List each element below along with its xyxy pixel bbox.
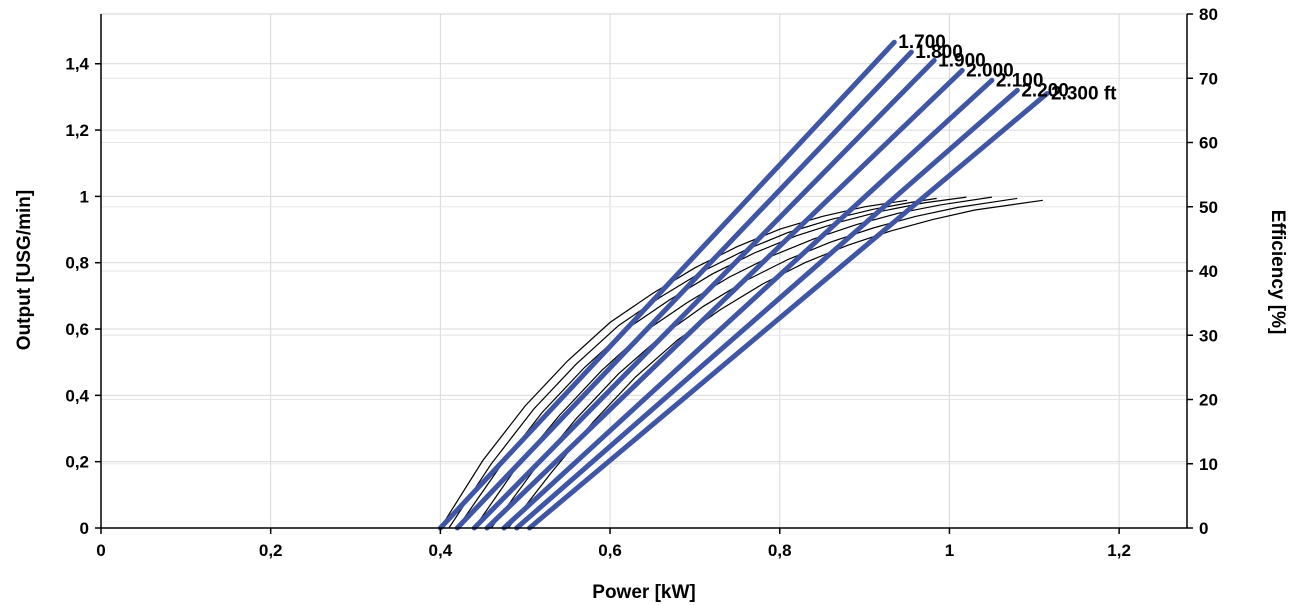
output-curves xyxy=(437,39,1050,531)
y2-tick-label: 40 xyxy=(1199,262,1218,281)
x-axis-title: Power [kW] xyxy=(592,582,695,603)
curve-label: 2.200 xyxy=(1021,80,1069,101)
output-line xyxy=(514,87,1020,531)
x-tick-label: 0,2 xyxy=(259,541,283,560)
y-tick-label: 0,2 xyxy=(65,453,89,472)
x-tick-label: 1 xyxy=(945,541,954,560)
y-tick-label: 1 xyxy=(80,187,89,206)
curve-label: 1.900 xyxy=(938,50,986,71)
x-tick-label: 0,6 xyxy=(598,541,622,560)
y2-tick-label: 0 xyxy=(1199,519,1208,538)
y2-tick-label: 20 xyxy=(1199,391,1218,410)
y-tick-label: 1,4 xyxy=(65,55,89,74)
efficiency-line xyxy=(456,196,967,529)
y2-tick-label: 10 xyxy=(1199,455,1218,474)
y-tick-label: 0,8 xyxy=(65,254,89,273)
curve-label: 1.700 xyxy=(898,32,946,53)
x-tick-label: 0,4 xyxy=(429,541,453,560)
x-tick-label: 0,8 xyxy=(768,541,792,560)
y2-tick-label: 30 xyxy=(1199,326,1218,345)
y-tick-label: 0,6 xyxy=(65,320,89,339)
efficiency-line xyxy=(507,199,1043,529)
y2-tick-label: 50 xyxy=(1199,198,1218,217)
axes: 0 0,2 0,4 0,6 0,8 1 1,2 0 0,2 0,4 0,6 0,8 1 1,2 1,4 0 10… xyxy=(65,5,1218,560)
output-line xyxy=(454,49,914,531)
output-line xyxy=(527,91,1050,531)
y2-tick-label: 70 xyxy=(1199,69,1218,88)
y-tick-label: 0 xyxy=(80,519,89,538)
y-axis-title: Output [USG/min] xyxy=(14,190,35,350)
curve-label: 2.000 xyxy=(966,60,1014,81)
curve-label: 1.800 xyxy=(915,42,963,63)
efficiency-curves xyxy=(439,196,1043,529)
y2-tick-label: 60 xyxy=(1199,134,1218,153)
efficiency-line xyxy=(473,196,992,529)
y-tick-label: 0,4 xyxy=(65,386,89,405)
y2-axis-title: Efficiency [%] xyxy=(1267,210,1288,335)
curve-label: 2.100 xyxy=(996,70,1044,91)
x-tick-label: 1,2 xyxy=(1107,541,1131,560)
x-tick-label: 0 xyxy=(96,541,105,560)
y2-tick-label: 80 xyxy=(1199,5,1218,24)
output-line xyxy=(484,67,965,531)
grid xyxy=(101,13,1187,528)
output-line xyxy=(501,77,995,531)
output-line xyxy=(471,57,937,531)
y-tick-label: 1,2 xyxy=(65,121,89,140)
curve-label: 2.300 ft xyxy=(1051,84,1117,105)
output-line xyxy=(437,39,897,531)
